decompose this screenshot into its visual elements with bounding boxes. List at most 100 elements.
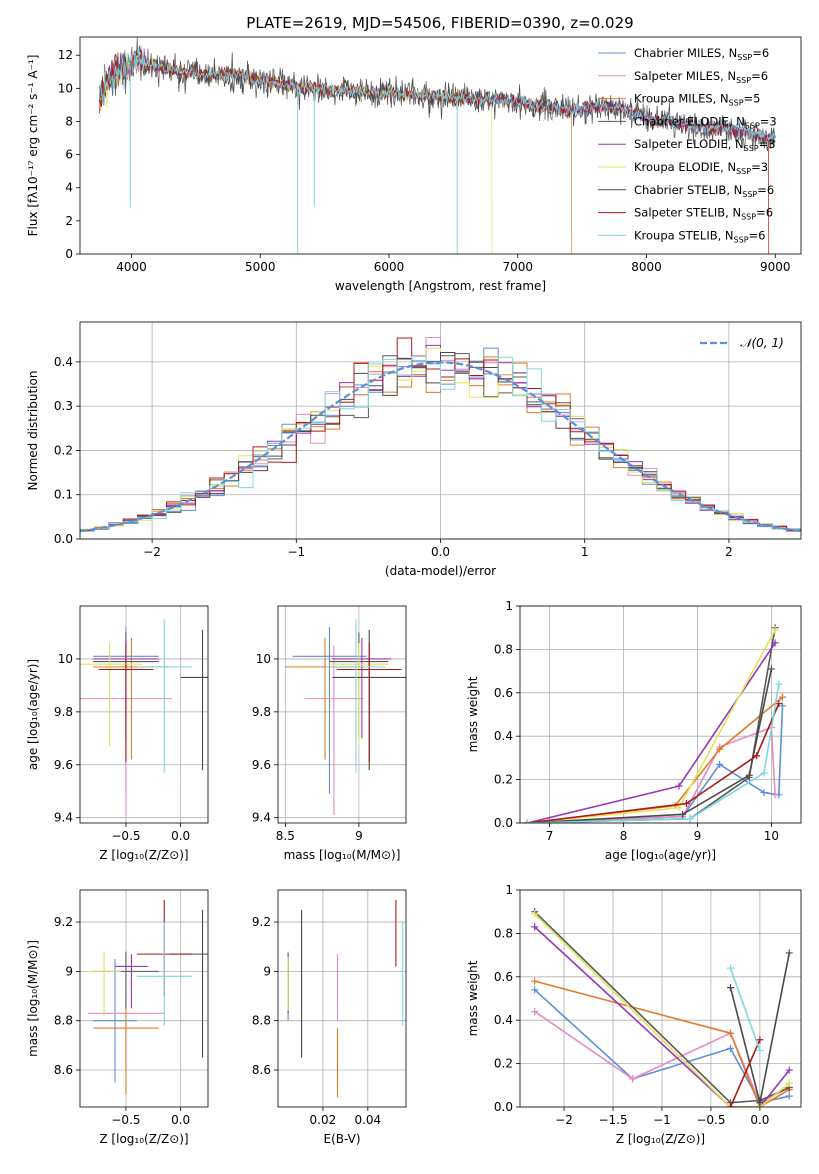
gridlines <box>278 606 406 823</box>
weight-point-marker <box>727 964 735 972</box>
y-tick-label: 8.8 <box>252 1014 271 1028</box>
y-tick-label: 8 <box>65 114 73 128</box>
gaussian-reference-line <box>80 361 801 533</box>
weight-series-line <box>527 642 776 823</box>
x-tick-label: 10 <box>764 829 779 843</box>
x-axis-label: E(B-V) <box>323 1132 360 1146</box>
y-tick-label: 0.6 <box>494 970 513 984</box>
plot-area <box>531 908 793 1107</box>
plot-area <box>285 619 406 816</box>
spectrum-model-line <box>98 50 573 254</box>
weight-point-marker <box>682 799 690 807</box>
axes-frame <box>519 605 802 824</box>
weight-point-marker <box>716 760 724 768</box>
weight-series-line <box>527 627 776 823</box>
x-tick-label: 6000 <box>374 260 405 274</box>
x-tick-label: 4000 <box>116 260 147 274</box>
y-tick-label: 0.0 <box>54 532 73 546</box>
y-tick-label: 10 <box>58 652 73 666</box>
y-tick-label: 1 <box>505 599 513 613</box>
weight-point-marker <box>727 1103 735 1107</box>
plot-area <box>98 37 776 254</box>
y-axis-label: Flux [fλ10⁻¹⁷ erg cm⁻² s⁻¹ A⁻¹] <box>26 55 40 237</box>
y-tick-label: 0.2 <box>494 773 513 787</box>
x-tick-label: 8000 <box>631 260 662 274</box>
weight-point-marker <box>745 771 753 779</box>
x-tick-label: 8 <box>620 829 628 843</box>
panel-age-z: −0.5 0.0 9.4 9.6 9.8 10 Z [log₁₀(Z/Z⊙)] age [lo… <box>26 605 209 862</box>
weight-series-line <box>729 967 761 1051</box>
y-tick-label: 8.6 <box>54 1063 73 1077</box>
weight-point-marker <box>727 1044 735 1052</box>
weight-point-marker <box>531 910 539 918</box>
weight-series-line <box>527 696 784 823</box>
x-tick-label: 1 <box>581 545 589 559</box>
weight-series-line <box>534 911 790 1104</box>
gridlines <box>80 606 208 823</box>
axes-frame <box>79 889 209 1108</box>
x-axis-label: wavelength [Angstrom, rest frame] <box>335 279 546 293</box>
plot-area <box>523 624 787 823</box>
y-tick-label: 9.4 <box>252 811 271 825</box>
legend-label: Kroupa MILES, NSSP=5 <box>634 92 760 108</box>
weight-point-marker <box>767 665 775 673</box>
weight-point-marker <box>785 1079 793 1087</box>
y-tick-label: 0.4 <box>54 355 73 369</box>
weight-point-marker <box>775 700 783 708</box>
x-tick-label: 9 <box>355 829 363 843</box>
y-tick-label: 6 <box>65 148 73 162</box>
x-tick-label: 9 <box>694 829 702 843</box>
y-tick-label: 0.0 <box>494 1100 513 1114</box>
x-tick-label: −0.5 <box>696 1113 725 1127</box>
weight-point-marker <box>756 1036 764 1044</box>
legend-label: Chabrier STELIB, NSSP=6 <box>634 183 774 199</box>
x-tick-label: −2 <box>555 1113 573 1127</box>
legend-label: Chabrier MILES, NSSP=6 <box>634 46 769 62</box>
y-tick-label: 9.8 <box>252 705 271 719</box>
x-tick-label: 0.0 <box>171 1113 190 1127</box>
weight-point-marker <box>771 791 779 799</box>
y-tick-label: 9.2 <box>54 915 73 929</box>
x-tick-label: −0.5 <box>111 1113 140 1127</box>
legend-label: Chabrier ELODIE, NSSP=3 <box>634 114 777 130</box>
x-tick-label: 0.0 <box>750 1113 769 1127</box>
weight-point-marker <box>779 702 787 710</box>
weight-series-line <box>527 683 780 823</box>
axes-frame <box>79 36 802 255</box>
x-tick-label: 0.04 <box>354 1113 381 1127</box>
weight-point-marker <box>760 789 768 797</box>
y-tick-label: 10 <box>58 81 73 95</box>
weight-point-marker <box>716 745 724 753</box>
panel-mass-z: −0.5 0.0 8.6 8.8 9 9.2 Z [log₁₀(Z/Z⊙)] mass [lo… <box>26 889 209 1146</box>
axes-frame <box>79 605 209 824</box>
weight-point-marker <box>523 819 531 823</box>
weight-series-line <box>534 926 790 1107</box>
y-tick-label: 8.6 <box>252 1063 271 1077</box>
plot-area <box>87 899 208 1095</box>
plot-area <box>80 337 801 533</box>
legend-label: Salpeter ELODIE, NSSP=3 <box>634 137 776 153</box>
x-tick-label: 5000 <box>245 260 276 274</box>
x-axis-label: Z [log₁₀(Z/Z⊙)] <box>99 848 188 862</box>
y-tick-label: 8.8 <box>54 1014 73 1028</box>
weight-point-marker <box>753 752 761 760</box>
gridlines <box>80 890 208 1107</box>
legend-label: Salpeter MILES, NSSP=6 <box>634 69 768 85</box>
weight-point-marker <box>531 1008 539 1016</box>
weight-point-marker <box>771 639 779 647</box>
x-tick-label: −0.5 <box>111 829 140 843</box>
weight-series-line <box>527 668 773 823</box>
y-tick-label: 1 <box>505 883 513 897</box>
y-tick-label: 0.4 <box>494 1013 513 1027</box>
plot-area <box>80 619 208 816</box>
y-tick-label: 2 <box>65 214 73 228</box>
y-axis-label: mass weight <box>466 676 480 752</box>
x-tick-label: 2 <box>725 545 733 559</box>
axes-frame <box>277 889 407 1108</box>
y-tick-label: 0.2 <box>494 1057 513 1071</box>
weight-point-marker <box>675 804 683 812</box>
x-axis-label: Z [log₁₀(Z/Z⊙)] <box>616 1132 705 1146</box>
legend-gauss: 𝒩(0, 1) <box>700 336 784 350</box>
y-axis-label: Normed distribution <box>26 371 40 491</box>
weight-point-marker <box>727 984 735 992</box>
